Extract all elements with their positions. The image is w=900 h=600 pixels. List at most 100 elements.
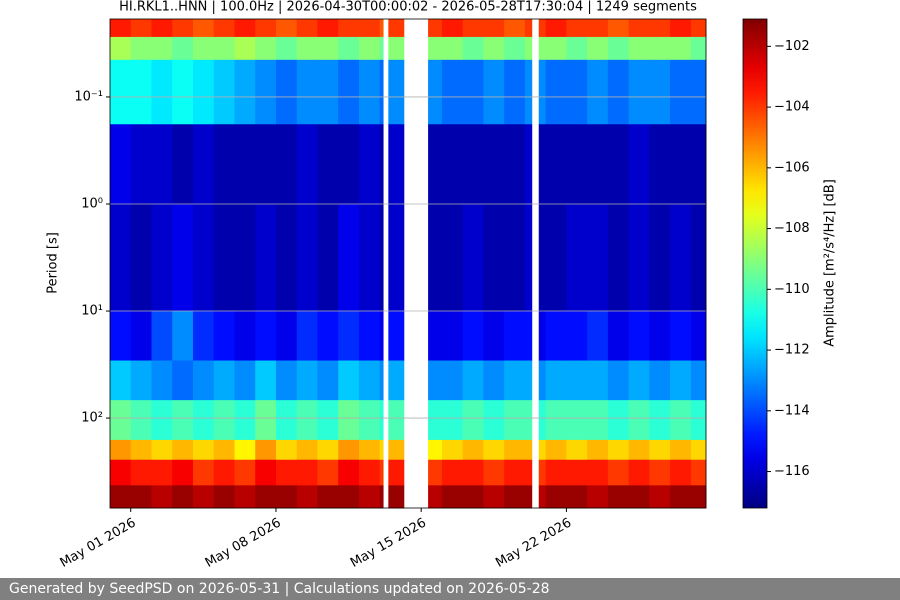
heatmap-cell	[172, 311, 194, 361]
heatmap-cell	[566, 485, 588, 509]
heatmap-cell	[130, 400, 152, 441]
colorbar-tick-label: −102	[774, 39, 810, 54]
heatmap-cell	[524, 19, 533, 38]
heatmap-cell	[255, 439, 277, 461]
heatmap-cell	[388, 19, 405, 38]
heatmap-cell	[566, 311, 588, 361]
heatmap-cell	[670, 311, 692, 361]
heatmap-cell	[172, 36, 194, 61]
heatmap-cell	[338, 459, 360, 486]
heatmap-cell	[255, 59, 277, 125]
heatmap-cell	[483, 400, 505, 441]
y-axis-label: Period [s]	[46, 232, 61, 294]
heatmap-cell	[690, 485, 707, 509]
heatmap-cell	[504, 36, 526, 61]
heatmap-cell	[275, 36, 298, 61]
heatmap-cell	[587, 360, 609, 401]
heatmap-cell	[110, 485, 132, 509]
heatmap-cell	[213, 36, 235, 61]
heatmap-cell	[587, 311, 609, 361]
heatmap-cell	[172, 360, 194, 401]
heatmap-cell	[670, 360, 692, 401]
heatmap-cell	[524, 203, 533, 312]
heatmap-cell	[213, 124, 235, 205]
heatmap-cell	[192, 311, 215, 361]
heatmap-cell	[628, 485, 650, 509]
heatmap-cell	[338, 203, 360, 312]
heatmap-cell	[338, 36, 360, 61]
heatmap-cell	[275, 203, 298, 312]
heatmap-cell	[234, 19, 256, 38]
heatmap-cell	[462, 19, 484, 38]
heatmap-cell	[545, 19, 567, 38]
heatmap-cell	[607, 459, 630, 486]
heatmap-cell	[607, 59, 630, 125]
heatmap-cell	[441, 203, 464, 312]
heatmap-cell	[538, 400, 547, 441]
heatmap-cell	[255, 36, 277, 61]
y-tick-label: 10²	[81, 411, 103, 426]
heatmap-cell	[151, 459, 173, 486]
heatmap-cell	[296, 124, 318, 205]
heatmap-cell	[538, 360, 547, 401]
heatmap-cell	[151, 203, 173, 312]
heatmap-cell	[234, 360, 256, 401]
heatmap-cell	[504, 203, 526, 312]
heatmap-cell	[388, 485, 405, 509]
heatmap-cell	[172, 124, 194, 205]
heatmap-cell	[628, 459, 650, 486]
y-tick-label: 10¹	[81, 304, 103, 319]
heatmap-cell	[358, 400, 381, 441]
heatmap-cell	[213, 203, 235, 312]
heatmap-cell	[538, 59, 547, 125]
heatmap-cell	[441, 439, 464, 461]
heatmap-cell	[649, 485, 671, 509]
heatmap-cell	[151, 311, 173, 361]
heatmap-cell	[607, 360, 630, 401]
heatmap-cell	[483, 459, 505, 486]
heatmap-cell	[628, 400, 650, 441]
heatmap-cell	[690, 311, 707, 361]
heatmap-cell	[379, 360, 384, 401]
heatmap-cell	[538, 36, 547, 61]
heatmap-cell	[296, 311, 318, 361]
heatmap-cell	[545, 203, 567, 312]
heatmap-cell	[462, 311, 484, 361]
heatmap-cell	[628, 36, 650, 61]
chart-title: HI.RKL1..HNN | 100.0Hz | 2026-04-30T00:0…	[119, 0, 697, 15]
heatmap-cell	[428, 19, 443, 38]
heatmap-cell	[338, 59, 360, 125]
heatmap-cell	[234, 485, 256, 509]
heatmap-cell	[587, 203, 609, 312]
heatmap-cell	[462, 124, 484, 205]
heatmap-cell	[379, 36, 384, 61]
heatmap-cell	[388, 439, 405, 461]
heatmap-cell	[649, 36, 671, 61]
heatmap-cell	[255, 400, 277, 441]
heatmap-cell	[483, 19, 505, 38]
heatmap-cell	[587, 485, 609, 509]
heatmap-cell	[234, 311, 256, 361]
heatmap-cell	[388, 311, 405, 361]
heatmap-cell	[338, 485, 360, 509]
heatmap-cell	[172, 19, 194, 38]
heatmap-cell	[649, 19, 671, 38]
heatmap-cell	[388, 59, 405, 125]
heatmap-cell	[483, 360, 505, 401]
heatmap-cell	[130, 36, 152, 61]
heatmap-cell	[462, 59, 484, 125]
heatmap-cell	[428, 485, 443, 509]
heatmap-cell	[151, 59, 173, 125]
heatmap-cell	[317, 311, 339, 361]
heatmap	[110, 19, 707, 509]
heatmap-cell	[566, 439, 588, 461]
colorbar-tick-label: −106	[774, 160, 810, 175]
heatmap-cell	[670, 439, 692, 461]
heatmap-cell	[358, 36, 381, 61]
heatmap-cell	[255, 124, 277, 205]
heatmap-cell	[649, 439, 671, 461]
colorbar-tick-label: −110	[774, 282, 810, 297]
heatmap-cell	[192, 19, 215, 38]
heatmap-cell	[192, 485, 215, 509]
heatmap-cell	[538, 311, 547, 361]
